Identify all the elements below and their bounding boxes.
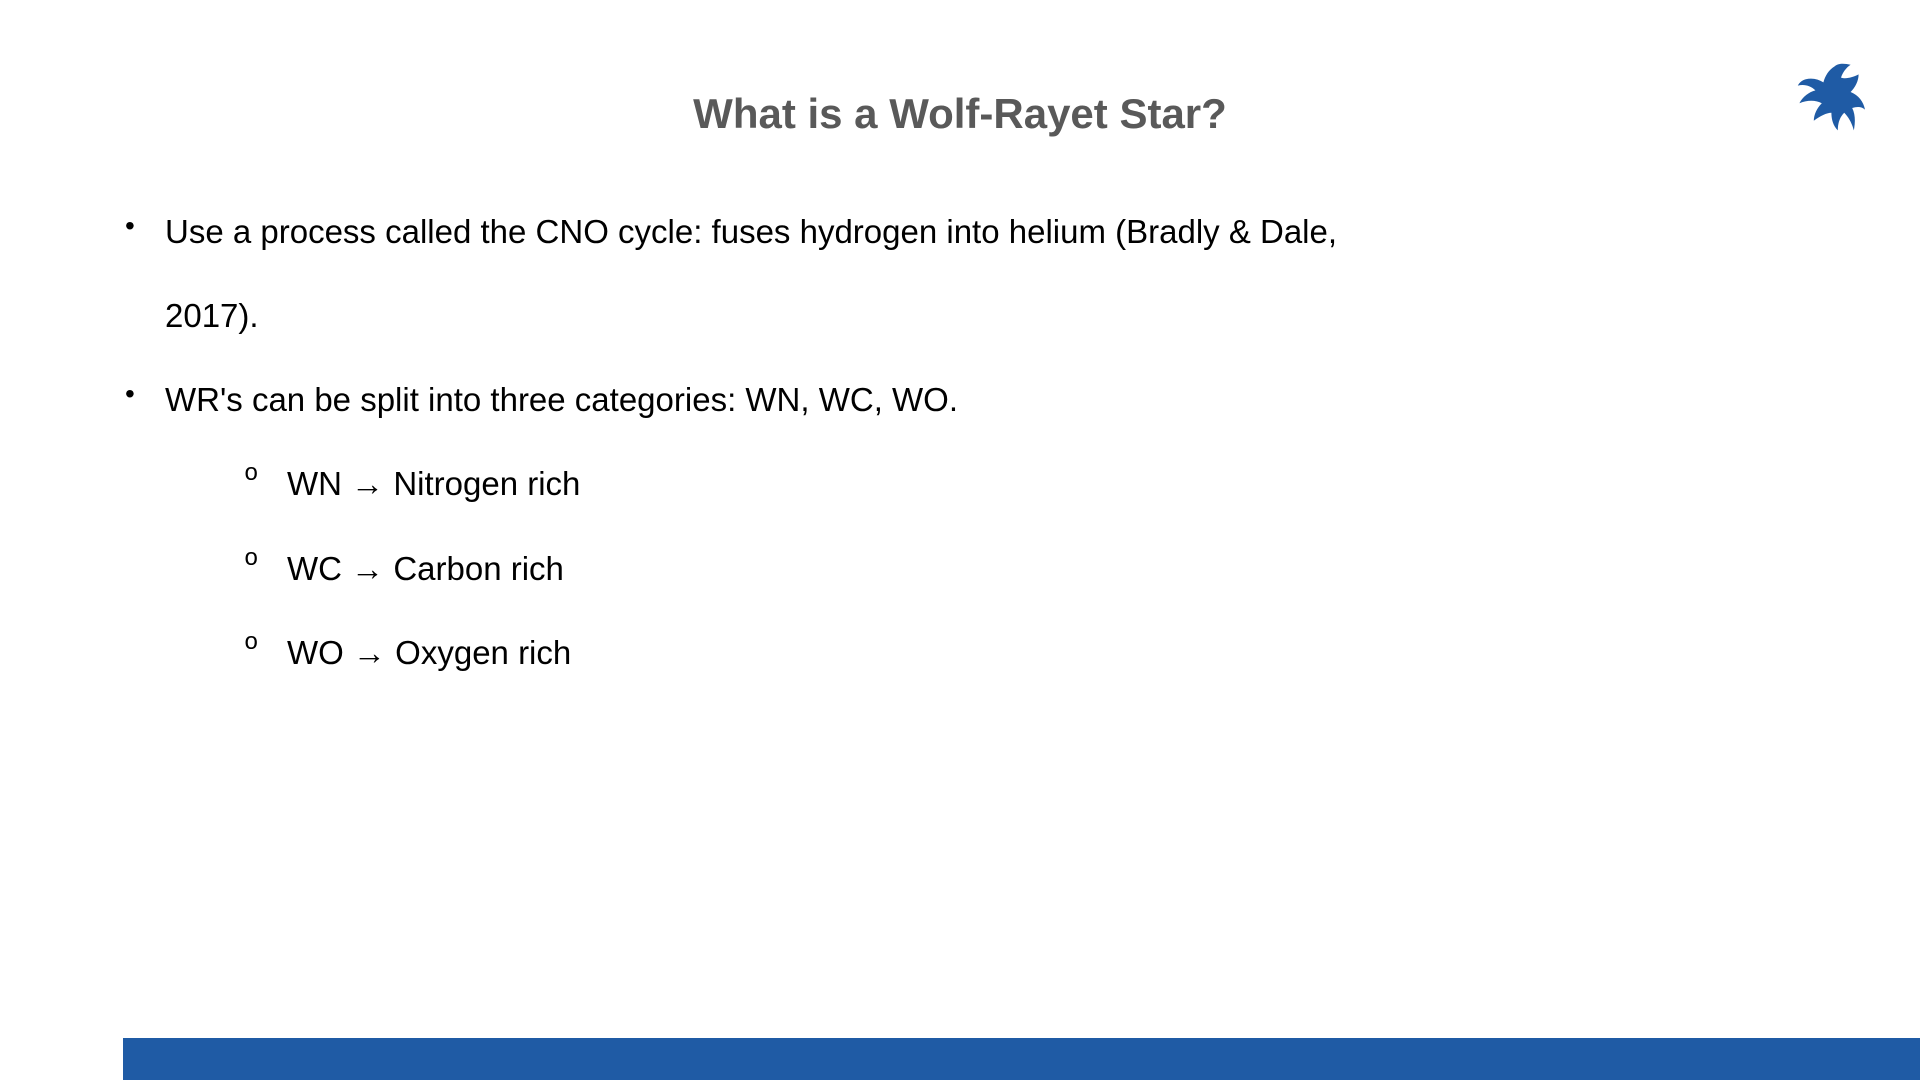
bullet-text: Use a process called the CNO cycle: fuse… [165, 213, 1337, 334]
sub-label: WO [287, 634, 344, 671]
slide: What is a Wolf-Rayet Star? Use a process… [0, 0, 1920, 1080]
sub-bullet-list: WN → Nitrogen rich WC → Carbon rich WO →… [165, 442, 1370, 694]
bullet-item: Use a process called the CNO cycle: fuse… [110, 190, 1370, 358]
sub-desc: Carbon rich [393, 550, 564, 587]
arrow-icon: → [353, 634, 386, 671]
bottom-bar [123, 1038, 1920, 1080]
sub-label: WC [287, 550, 342, 587]
sub-bullet-item: WC → Carbon rich [237, 527, 1370, 611]
bullet-list: Use a process called the CNO cycle: fuse… [110, 190, 1370, 695]
arrow-icon: → [351, 550, 384, 587]
bullet-item: WR's can be split into three categories:… [110, 358, 1370, 695]
sub-desc: Oxygen rich [395, 634, 571, 671]
sub-desc: Nitrogen rich [393, 465, 580, 502]
slide-title: What is a Wolf-Rayet Star? [0, 90, 1920, 138]
eagle-logo-icon [1785, 60, 1865, 140]
slide-content: Use a process called the CNO cycle: fuse… [110, 190, 1370, 695]
bullet-text: WR's can be split into three categories:… [165, 381, 958, 418]
arrow-icon: → [351, 465, 384, 502]
sub-bullet-item: WN → Nitrogen rich [237, 442, 1370, 526]
sub-bullet-item: WO → Oxygen rich [237, 611, 1370, 695]
sub-label: WN [287, 465, 342, 502]
